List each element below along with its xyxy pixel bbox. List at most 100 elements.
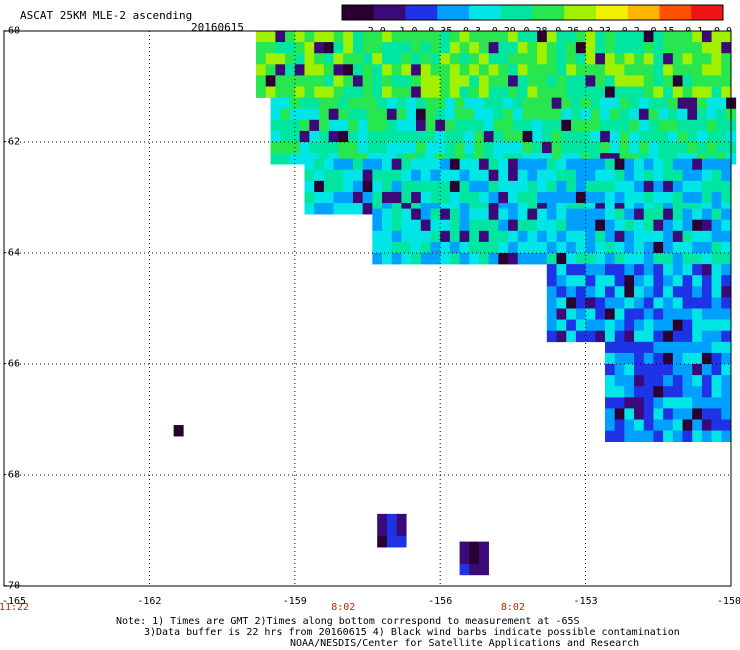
data-cell — [692, 430, 703, 442]
data-cell — [566, 286, 577, 298]
data-cell — [372, 53, 383, 65]
data-cell — [411, 75, 422, 87]
data-cell — [701, 364, 712, 376]
data-cell — [537, 230, 548, 243]
data-cell — [604, 230, 615, 243]
data-cell — [411, 219, 422, 232]
data-cell — [648, 142, 659, 154]
data-cell — [173, 425, 184, 437]
data-cell — [663, 264, 674, 276]
data-cell — [478, 253, 489, 265]
data-cell — [469, 563, 480, 576]
data-cell — [498, 158, 509, 171]
data-cell — [382, 241, 393, 254]
data-cell — [401, 86, 412, 98]
colorbar-segment — [342, 5, 375, 20]
data-cell — [571, 97, 582, 109]
data-cell — [469, 253, 480, 265]
data-cell — [309, 108, 320, 121]
data-cell — [687, 142, 698, 154]
data-cell — [304, 31, 315, 43]
data-cell — [643, 286, 654, 298]
data-cell — [614, 319, 625, 331]
data-cell — [493, 119, 504, 132]
data-cell — [663, 352, 674, 365]
data-cell — [430, 31, 441, 43]
data-cell — [449, 75, 460, 87]
data-cell — [512, 119, 523, 132]
data-cell — [556, 64, 567, 76]
data-cell — [309, 119, 320, 132]
data-cell — [445, 97, 456, 109]
chart-title: ASCAT 25KM MLE-2 ascending — [20, 9, 193, 22]
data-cell — [546, 319, 557, 331]
data-cell — [546, 42, 557, 54]
data-cell — [285, 86, 296, 98]
data-cell — [653, 264, 664, 276]
data-cell — [604, 53, 615, 65]
data-cell — [294, 31, 305, 43]
data-cell — [566, 308, 577, 320]
data-cell — [391, 53, 402, 65]
data-cell — [367, 97, 378, 109]
data-cell — [265, 42, 276, 54]
data-cell — [624, 53, 635, 65]
data-cell — [575, 180, 586, 193]
data-cell — [551, 119, 562, 132]
data-cell — [663, 219, 674, 232]
data-cell — [415, 108, 426, 121]
data-cell — [634, 297, 645, 309]
data-cell — [643, 364, 654, 376]
data-cell — [682, 364, 693, 376]
data-cell — [604, 75, 615, 87]
data-cell — [323, 53, 334, 65]
data-cell — [575, 286, 586, 298]
data-cell — [682, 208, 693, 220]
data-cell — [483, 119, 494, 132]
data-cell — [595, 208, 606, 220]
data-cell — [382, 219, 393, 232]
data-cell — [634, 330, 645, 343]
data-cell — [459, 53, 470, 65]
data-cell — [537, 64, 548, 76]
data-cell — [508, 75, 519, 87]
data-cell — [721, 169, 732, 182]
data-cell — [634, 308, 645, 320]
data-cell — [585, 286, 596, 298]
data-cell — [556, 319, 567, 331]
data-cell — [420, 64, 431, 76]
data-cell — [454, 130, 465, 143]
data-cell — [425, 97, 436, 109]
data-cell — [527, 42, 538, 54]
data-cell — [328, 119, 339, 132]
data-cell — [430, 219, 441, 232]
data-cell — [575, 191, 586, 204]
data-cell — [575, 330, 586, 343]
data-cell — [343, 180, 354, 193]
data-cell — [459, 158, 470, 171]
data-cell — [663, 319, 674, 331]
data-cell — [478, 563, 489, 576]
data-cell — [711, 75, 722, 87]
data-cell — [304, 86, 315, 98]
data-cell — [682, 158, 693, 171]
data-cell — [304, 75, 315, 87]
data-cell — [386, 130, 397, 143]
data-cell — [604, 352, 615, 365]
data-cell — [556, 31, 567, 43]
data-cell — [672, 430, 683, 442]
data-cell — [503, 108, 514, 121]
data-cell — [701, 191, 712, 204]
data-cell — [653, 341, 664, 354]
data-cell — [503, 142, 514, 154]
data-cell — [682, 191, 693, 204]
data-cell — [701, 408, 712, 420]
data-cell — [372, 64, 383, 76]
data-cell — [653, 352, 664, 365]
data-cell — [575, 158, 586, 171]
data-cell — [721, 430, 732, 442]
data-cell — [692, 253, 703, 265]
data-cell — [522, 97, 533, 109]
data-cell — [425, 130, 436, 143]
